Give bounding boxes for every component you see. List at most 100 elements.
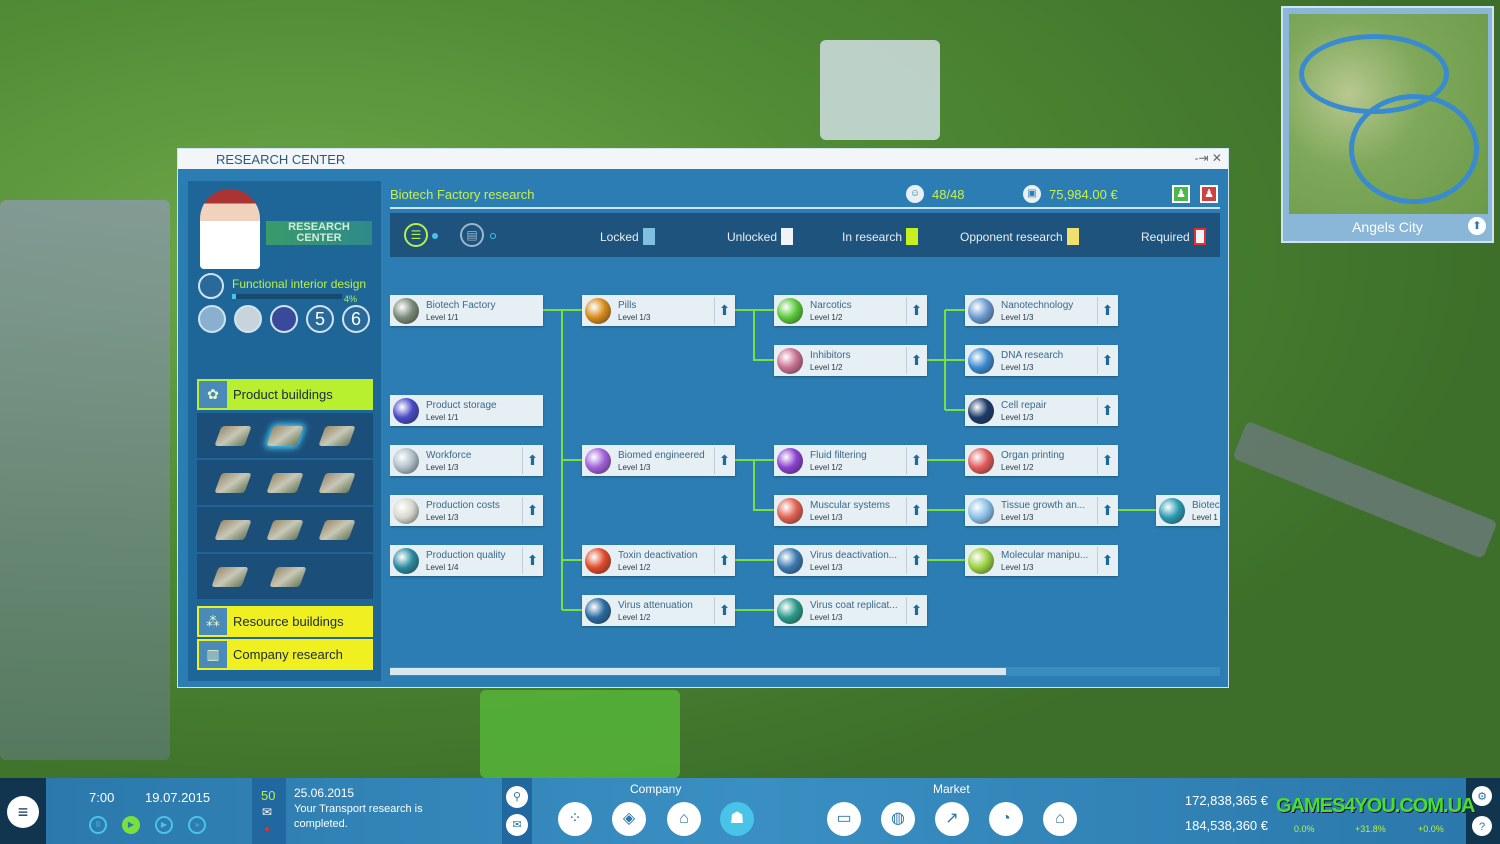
research-node[interactable]: Virus deactivation... Level 1/3 ⬆ (774, 545, 927, 576)
upgrade-arrow-icon[interactable]: ⬆ (1097, 347, 1117, 374)
bank-icon[interactable]: ⌂ (1043, 802, 1077, 836)
upgrade-arrow-icon[interactable]: ⬆ (1097, 397, 1117, 424)
pause-button[interactable]: II (89, 816, 107, 834)
company-production-icon[interactable]: ◈ (612, 802, 646, 836)
pie-chart-icon[interactable]: ◔ (989, 802, 1023, 836)
building-thumb[interactable] (318, 425, 356, 446)
tv-icon[interactable]: ▭ (827, 802, 861, 836)
window-titlebar[interactable]: RESEARCH CENTER -⇥ ✕ (178, 149, 1228, 169)
bottom-bar: ≡ 7:00 19.07.2015 II ▶ ▶ » 50 ✉ ● 25.06.… (0, 778, 1500, 844)
message-text[interactable]: Your Transport research is completed. (294, 803, 423, 830)
upgrade-arrow-icon[interactable]: ⬆ (522, 497, 542, 524)
upgrade-arrow-icon[interactable]: ⬆ (522, 447, 542, 474)
tech-icon-circuit[interactable] (270, 305, 298, 333)
upgrade-arrow-icon[interactable]: ⬆ (906, 447, 926, 474)
research-node[interactable]: Biomed engineered Level 1/3 ⬆ (582, 445, 735, 476)
upgrade-arrow-icon[interactable]: ⬆ (714, 547, 734, 574)
category-resource-buildings[interactable]: ⁂ Resource buildings (197, 606, 373, 637)
research-node[interactable]: Biotec Level 1 (1156, 495, 1220, 526)
building-thumb[interactable] (266, 472, 304, 493)
building-thumb[interactable] (214, 472, 252, 493)
fast-forward-button[interactable]: ▶ (155, 816, 173, 834)
minimap-map[interactable] (1289, 14, 1488, 214)
building-thumb[interactable] (214, 519, 252, 540)
research-name: Narcotics (810, 299, 852, 311)
upgrade-arrow-icon[interactable]: ⬆ (1097, 297, 1117, 324)
research-node[interactable]: Toxin deactivation Level 1/2 ⬆ (582, 545, 735, 576)
window-controls[interactable]: -⇥ ✕ (1194, 151, 1222, 165)
compass-icon[interactable]: ⬆ (1468, 217, 1486, 235)
network-icon: ⁂ (199, 608, 227, 635)
upgrade-arrow-icon[interactable]: ⬆ (1097, 497, 1117, 524)
research-node[interactable]: Muscular systems Level 1/3 ⬆ (774, 495, 927, 526)
play-button[interactable]: ▶ (122, 816, 140, 834)
research-icon[interactable]: ☗ (720, 802, 754, 836)
research-node[interactable]: Product storage Level 1/1 (390, 395, 543, 426)
main-menu-button[interactable]: ≡ (0, 778, 46, 844)
upgrade-arrow-icon[interactable]: ⬆ (906, 297, 926, 324)
research-node[interactable]: Nanotechnology Level 1/3 ⬆ (965, 295, 1118, 326)
research-node[interactable]: Production quality Level 1/4 ⬆ (390, 545, 543, 576)
category-company-research[interactable]: ▥ Company research (197, 639, 373, 670)
upgrade-arrow-icon[interactable]: ⬆ (906, 347, 926, 374)
building-thumb[interactable] (318, 472, 356, 493)
tech-level-6[interactable]: 6 (342, 305, 370, 333)
list-view-icon[interactable]: ▤ (460, 223, 484, 247)
research-node[interactable]: Fluid filtering Level 1/2 ⬆ (774, 445, 927, 476)
research-node[interactable]: Inhibitors Level 1/2 ⬆ (774, 345, 927, 376)
research-node[interactable]: Narcotics Level 1/2 ⬆ (774, 295, 927, 326)
green-player-button[interactable]: ♟ (1172, 185, 1190, 203)
scrollbar-thumb[interactable] (390, 668, 1006, 675)
globe-icon[interactable]: ◍ (881, 802, 915, 836)
help-icon[interactable]: ? (1472, 816, 1492, 836)
home-icon[interactable]: ⌂ (667, 802, 701, 836)
research-node[interactable]: Cell repair Level 1/3 ⬆ (965, 395, 1118, 426)
company-overview-icon[interactable]: ⁘ (558, 802, 592, 836)
research-node[interactable]: Organ printing Level 1/2 ⬆ (965, 445, 1118, 476)
category-product-buildings[interactable]: ✿ Product buildings (197, 379, 373, 410)
building-thumb[interactable] (318, 519, 356, 540)
tree-horizontal-scrollbar[interactable] (390, 667, 1220, 676)
research-node[interactable]: DNA research Level 1/3 ⬆ (965, 345, 1118, 376)
red-player-button[interactable]: ♟ (1200, 185, 1218, 203)
building-thumb-selected[interactable] (266, 425, 304, 446)
research-node[interactable]: Pills Level 1/3 ⬆ (582, 295, 735, 326)
research-level: Level 1/3 (1001, 412, 1034, 422)
mail-open-icon[interactable]: ✉ (506, 814, 528, 836)
upgrade-arrow-icon[interactable]: ⬆ (1097, 447, 1117, 474)
tree-view-icon[interactable]: ☰ (404, 223, 428, 247)
upgrade-arrow-icon[interactable]: ⬆ (906, 547, 926, 574)
upgrade-arrow-icon[interactable]: ⬆ (714, 597, 734, 624)
research-node[interactable]: Molecular manipu... Level 1/3 ⬆ (965, 545, 1118, 576)
tech-icon-robot[interactable] (234, 305, 262, 333)
building-thumb[interactable] (211, 566, 249, 587)
building-thumb[interactable] (214, 425, 252, 446)
research-icon (777, 447, 803, 474)
budget-value: 75,984.00 € (1049, 186, 1118, 202)
building-thumb[interactable] (269, 566, 307, 587)
delete-message-icon[interactable]: ● (264, 824, 271, 835)
research-name: Toxin deactivation (618, 549, 698, 561)
research-node[interactable]: Virus attenuation Level 1/2 ⬆ (582, 595, 735, 626)
settings-icon[interactable]: ⚙ (1472, 786, 1492, 806)
envelope-icon[interactable]: ✉ (262, 805, 273, 819)
research-node[interactable]: Tissue growth an... Level 1/3 ⬆ (965, 495, 1118, 526)
tech-level-5[interactable]: 5 (306, 305, 334, 333)
upgrade-arrow-icon[interactable]: ⬆ (714, 447, 734, 474)
research-node[interactable]: Virus coat replicat... Level 1/3 ⬆ (774, 595, 927, 626)
upgrade-arrow-icon[interactable]: ⬆ (522, 547, 542, 574)
research-node[interactable]: Workforce Level 1/3 ⬆ (390, 445, 543, 476)
minimap[interactable]: Angels City ⬆ (1281, 6, 1494, 243)
building-thumb[interactable] (266, 519, 304, 540)
upgrade-arrow-icon[interactable]: ⬆ (906, 597, 926, 624)
upgrade-arrow-icon[interactable]: ⬆ (1097, 547, 1117, 574)
upgrade-arrow-icon[interactable]: ⬆ (906, 497, 926, 524)
fastest-button[interactable]: » (188, 816, 206, 834)
tech-icon-pipe[interactable] (198, 305, 226, 333)
research-node[interactable]: Biotech Factory Level 1/1 (390, 295, 543, 326)
upgrade-arrow-icon[interactable]: ⬆ (714, 297, 734, 324)
research-node[interactable]: Production costs Level 1/3 ⬆ (390, 495, 543, 526)
research-icon (393, 497, 419, 524)
trend-chart-icon[interactable]: ↗ (935, 802, 969, 836)
research-tree-icon[interactable]: ⚲ (506, 786, 528, 808)
